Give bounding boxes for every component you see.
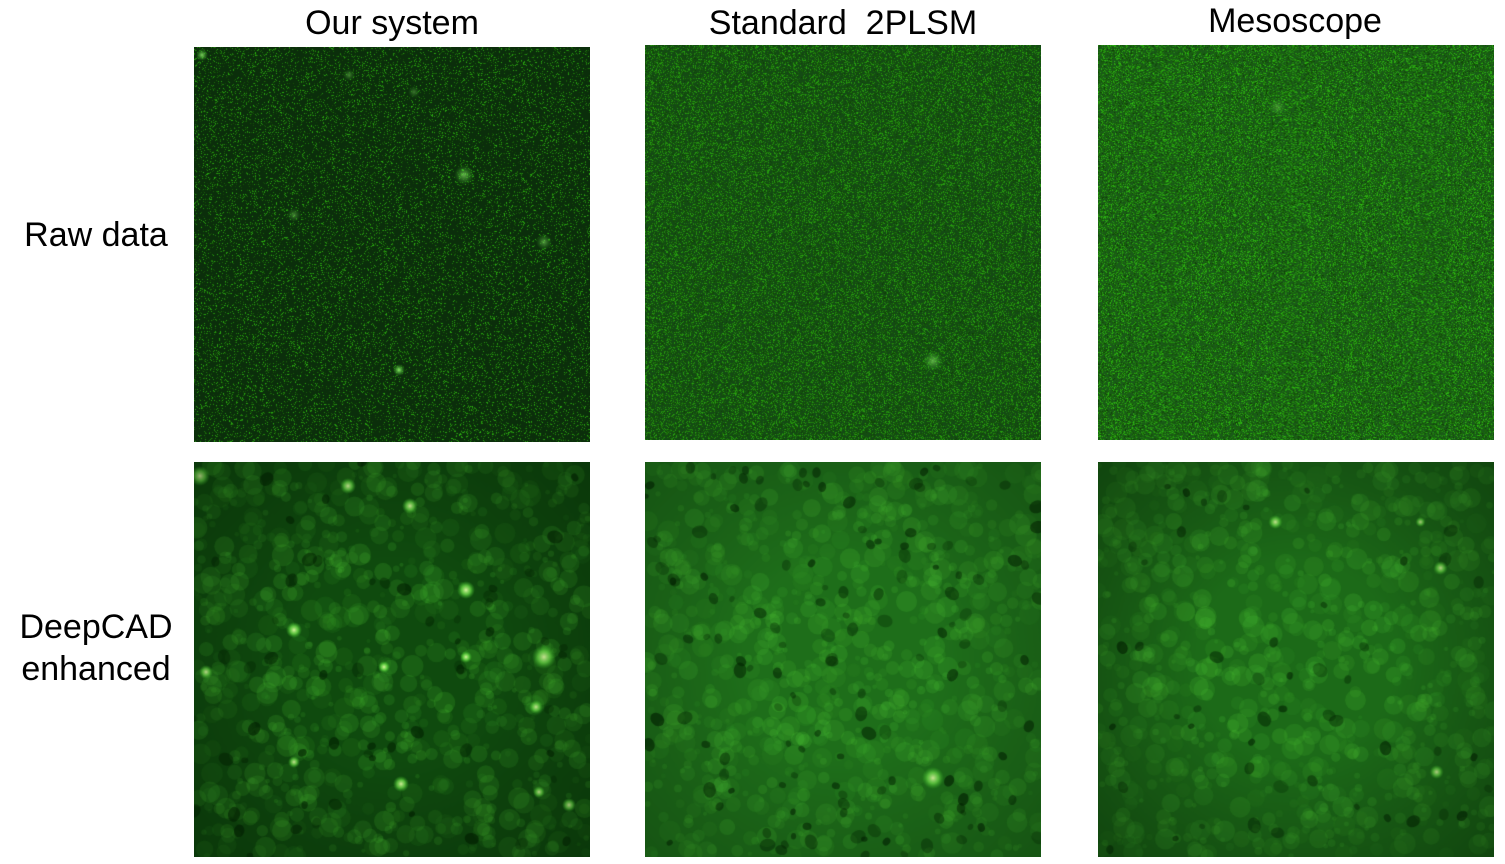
- row-label-deepcad-line2: enhanced: [21, 650, 171, 688]
- microscopy-image-raw-mesoscope: [1098, 45, 1494, 440]
- microscopy-image-raw-our-system: [194, 47, 590, 442]
- panel-deepcad-mesoscope: [1098, 462, 1494, 857]
- column-title-mesoscope: Mesoscope: [1208, 2, 1382, 40]
- microscopy-image-deepcad-our-system: [194, 462, 590, 857]
- microscopy-image-deepcad-standard-2plsm: [645, 462, 1041, 857]
- column-title-standard-2plsm: Standard 2PLSM: [708, 4, 978, 42]
- column-title-our-system: Our system: [305, 4, 479, 42]
- panel-raw-standard-2plsm: [645, 45, 1041, 440]
- panel-deepcad-standard-2plsm: [645, 462, 1041, 857]
- panel-raw-mesoscope: [1098, 45, 1494, 440]
- panel-deepcad-our-system: [194, 462, 590, 857]
- row-label-deepcad-enhanced: DeepCAD enhanced: [0, 606, 192, 690]
- panel-raw-our-system: [194, 47, 590, 442]
- row-label-raw-data-line1: Raw data: [24, 216, 168, 254]
- row-label-raw-data: Raw data: [0, 214, 192, 256]
- row-label-deepcad-line1: DeepCAD: [19, 608, 173, 646]
- microscopy-image-deepcad-mesoscope: [1098, 462, 1494, 857]
- microscopy-image-raw-standard-2plsm: [645, 45, 1041, 440]
